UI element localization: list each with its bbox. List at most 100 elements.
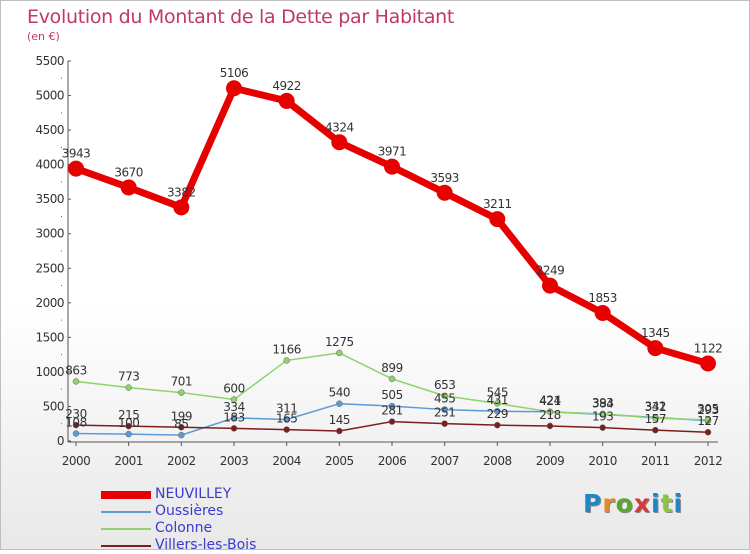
data-label: 384: [592, 396, 613, 410]
x-tick-label: 2003: [220, 454, 249, 468]
x-tick-label: 2001: [114, 454, 143, 468]
data-point: [441, 406, 448, 413]
y-tick-label: 2000: [35, 296, 64, 310]
data-point: [230, 425, 238, 432]
data-point: [494, 407, 501, 415]
data-label: 545: [487, 385, 508, 399]
data-point: [178, 431, 185, 439]
data-point: [178, 424, 185, 431]
data-label: 1345: [641, 326, 670, 340]
data-point: [594, 304, 611, 321]
logo-letter: x: [633, 489, 651, 518]
data-point: [388, 402, 396, 410]
data-point: [283, 357, 290, 364]
data-point: [331, 134, 348, 151]
y-tick-label: 1000: [35, 365, 64, 379]
data-point: [599, 410, 606, 418]
data-label: 540: [329, 386, 350, 400]
data-point: [120, 179, 137, 196]
legend-swatch: [101, 545, 151, 547]
data-label: 311: [276, 402, 297, 416]
data-label: 331: [645, 400, 666, 414]
data-label: 4922: [272, 79, 301, 93]
legend-swatch: [101, 511, 151, 513]
x-tick-label: 2005: [325, 454, 354, 468]
data-point: [441, 420, 448, 427]
y-tick-label: 500: [43, 399, 64, 413]
data-label: 3382: [167, 185, 196, 199]
y-tick-label: 2500: [35, 261, 64, 275]
x-tick-label: 2012: [694, 454, 723, 468]
data-point: [125, 422, 132, 430]
data-point: [336, 400, 343, 407]
data-label: 899: [381, 361, 402, 375]
data-label: 863: [65, 363, 86, 377]
data-point: [436, 184, 453, 201]
data-label: 5106: [220, 66, 249, 80]
data-point: [704, 428, 712, 436]
proxiti-logo: Proxiti: [583, 489, 683, 518]
data-label: 2249: [536, 264, 565, 278]
y-tick-label: 4000: [35, 158, 64, 172]
data-point: [283, 426, 290, 433]
y-tick-label: 0: [57, 434, 64, 448]
data-label: 1275: [325, 335, 354, 349]
y-tick-label: 5000: [35, 89, 64, 103]
x-tick-label: 2004: [272, 454, 301, 468]
x-tick-label: 2011: [641, 454, 670, 468]
data-label: 431: [487, 393, 508, 407]
data-label: 293: [697, 403, 718, 417]
data-point: [542, 277, 558, 294]
data-label: 1853: [588, 291, 617, 305]
data-point: [72, 421, 80, 429]
data-point: [494, 421, 501, 429]
data-label: 424: [539, 394, 560, 408]
data-label: 305: [697, 402, 718, 416]
data-point: [72, 430, 80, 437]
data-point: [489, 211, 506, 228]
data-point: [336, 427, 343, 435]
data-point: [125, 430, 132, 438]
data-point: [384, 158, 400, 175]
logo-letter: r: [602, 489, 616, 518]
y-tick-label: 3500: [35, 192, 64, 206]
x-tick-label: 2006: [378, 454, 407, 468]
data-label: 342: [645, 399, 666, 413]
data-label: 421: [539, 394, 560, 408]
data-label: 3593: [430, 171, 459, 185]
data-label: 3943: [62, 147, 91, 161]
data-point: [336, 349, 343, 357]
series-line: [72, 84, 712, 367]
logo-letter: o: [615, 489, 634, 518]
data-point: [652, 414, 659, 422]
data-label: 229: [487, 407, 508, 421]
legend-swatch: [101, 528, 151, 530]
legend-label: Colonne: [155, 520, 213, 536]
data-label: 108: [65, 416, 86, 430]
data-point: [278, 92, 295, 109]
legend-label: Oussières: [155, 503, 224, 519]
y-tick-label: 5500: [35, 54, 64, 68]
data-label: 85: [174, 417, 188, 431]
chart-subtitle: (en €): [27, 30, 60, 43]
data-point: [226, 80, 242, 97]
x-tick-label: 2009: [536, 454, 565, 468]
data-label: 251: [434, 406, 455, 420]
data-label: 505: [381, 388, 402, 402]
data-point: [68, 160, 84, 177]
data-label: 183: [223, 410, 244, 424]
data-label: 218: [539, 408, 560, 422]
data-point: [546, 408, 554, 416]
data-label: 215: [118, 408, 139, 422]
data-point: [647, 340, 664, 357]
data-label: 281: [381, 404, 402, 418]
data-point: [704, 416, 712, 424]
y-tick-label: 1500: [35, 330, 64, 344]
legend-swatch: [101, 491, 151, 499]
x-tick-label: 2008: [483, 454, 512, 468]
data-point: [388, 418, 396, 425]
data-label: 230: [65, 407, 86, 421]
data-point: [700, 355, 716, 372]
data-point: [230, 414, 238, 422]
legend-label: Villers-les-Bois: [155, 537, 257, 553]
